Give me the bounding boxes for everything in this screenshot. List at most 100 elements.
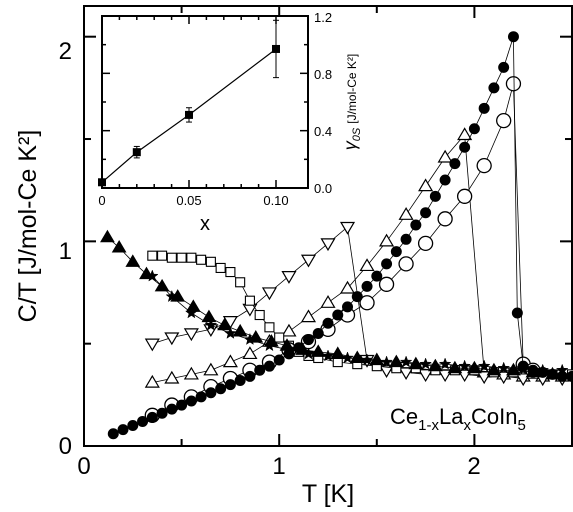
data-point <box>398 367 414 381</box>
data-point <box>263 360 275 372</box>
data-point <box>417 235 434 252</box>
data-point <box>360 353 374 366</box>
compound-la-sub: x <box>463 417 471 434</box>
inset-data-point <box>132 148 141 157</box>
data-point <box>242 303 258 317</box>
data-point <box>176 252 187 263</box>
data-point <box>234 375 246 387</box>
data-point <box>527 364 539 376</box>
data-point <box>164 370 180 384</box>
data-point <box>281 270 297 284</box>
inset-y-tick-label: 1.2 <box>314 10 332 25</box>
data-point <box>157 250 168 261</box>
data-point <box>215 383 227 395</box>
main-series-layer <box>100 31 573 440</box>
data-point <box>459 141 471 153</box>
data-point <box>339 221 356 235</box>
x-tick-label: 1 <box>272 453 285 480</box>
data-point <box>300 254 317 268</box>
data-point <box>379 233 395 247</box>
inset-x-axis-title: x <box>200 213 210 235</box>
data-point <box>281 323 297 337</box>
inset-y-tick-label: 0.0 <box>314 181 332 196</box>
data-point <box>201 309 217 323</box>
data-point <box>100 229 115 243</box>
data-point <box>498 61 510 73</box>
x-axis-title: T [K] <box>302 480 354 508</box>
data-point <box>339 280 356 294</box>
data-point <box>215 262 226 274</box>
main-plot-frame <box>83 5 573 447</box>
data-point <box>185 395 197 407</box>
series-filled-circle <box>107 31 573 440</box>
data-point <box>566 370 573 382</box>
data-point <box>390 246 402 258</box>
data-point <box>359 295 375 311</box>
data-point <box>196 254 207 265</box>
data-point <box>330 346 346 359</box>
data-point <box>511 307 523 319</box>
data-point <box>449 158 461 170</box>
data-point <box>546 368 558 380</box>
data-point <box>369 352 385 366</box>
data-point <box>408 356 424 370</box>
data-point <box>477 359 491 372</box>
data-point <box>439 174 451 186</box>
data-point <box>244 295 255 306</box>
data-point <box>371 270 383 282</box>
data-point <box>195 391 207 403</box>
inset-frame <box>101 15 309 189</box>
data-point <box>505 76 522 92</box>
gamma-subscript: 0S <box>351 127 363 141</box>
series-filled-triangle-up <box>100 229 560 380</box>
data-point <box>166 403 178 415</box>
data-point <box>254 364 266 376</box>
data-point <box>248 330 264 343</box>
compound-annotation: Ce1-xLaxCoIn5 <box>390 404 526 434</box>
compound-coin-sub: 5 <box>517 417 525 434</box>
data-point <box>437 149 453 163</box>
data-point <box>154 278 170 292</box>
data-point <box>170 289 186 302</box>
data-point <box>379 365 395 378</box>
data-point <box>283 348 295 360</box>
data-point <box>183 366 199 380</box>
data-point <box>183 328 199 342</box>
data-point <box>378 276 395 292</box>
data-point <box>488 82 500 94</box>
data-point <box>478 102 490 114</box>
data-point <box>418 178 434 192</box>
data-point <box>467 360 482 374</box>
data-point <box>224 326 237 339</box>
data-point <box>204 318 218 331</box>
inset-series-line <box>101 48 277 183</box>
data-point <box>264 334 279 347</box>
y-tick-label: 0 <box>59 433 72 460</box>
data-point <box>164 332 180 346</box>
y-tick-label: 1 <box>59 238 72 265</box>
data-point <box>320 238 336 252</box>
inset-x-tick-label: 0.10 <box>263 193 288 208</box>
data-point <box>427 358 443 372</box>
data-point <box>380 355 393 368</box>
data-point <box>117 424 129 436</box>
data-point <box>351 291 363 303</box>
data-point <box>496 112 512 129</box>
data-point <box>156 407 168 419</box>
data-point <box>147 250 158 261</box>
data-point <box>186 252 197 263</box>
data-point <box>398 256 414 272</box>
data-point <box>517 360 529 372</box>
data-point <box>322 317 334 329</box>
data-point <box>537 366 549 378</box>
main-plot: 0 1 2 0 1 2 T [K] C/T [J/mol-Ce K²] Ce1-… <box>14 5 573 508</box>
data-point <box>222 316 238 329</box>
data-point <box>224 379 236 391</box>
data-point <box>381 258 393 270</box>
inset-plot: 0 0.05 0.10 0.0 0.4 0.8 1.2 x γ0S [J/mol-… <box>98 10 363 235</box>
data-point <box>125 254 141 267</box>
data-point <box>476 157 492 174</box>
inset-data-point <box>272 44 280 53</box>
data-point <box>300 309 317 323</box>
y-axis-title: C/T [J/mol-Ce K²] <box>14 130 42 323</box>
